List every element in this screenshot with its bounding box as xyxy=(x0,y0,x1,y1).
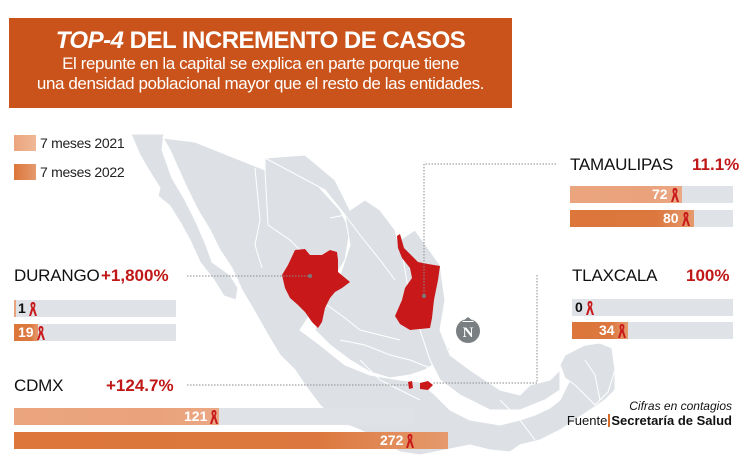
source-label: Fuente xyxy=(566,413,608,428)
tamaulipas-change: 11.1% xyxy=(692,155,740,174)
tlaxcala-value-2022: 34 xyxy=(599,322,615,338)
tlaxcala-change: 100% xyxy=(686,266,730,285)
source-name: Secretaría de Salud xyxy=(611,413,732,428)
durango-label: DURANGO xyxy=(14,266,100,285)
title-rest: DEL INCREMENTO DE CASOS xyxy=(129,27,466,54)
ribbon-icon xyxy=(585,300,594,315)
ribbon-icon xyxy=(36,325,45,340)
ribbon-icon xyxy=(681,211,690,226)
cdmx-value-2022: 272 xyxy=(380,432,404,448)
cdmx-change: +124.7% xyxy=(106,376,174,395)
ribbon-icon xyxy=(617,323,626,338)
subtitle-line-2: una densidad poblacional mayor que el re… xyxy=(36,74,485,93)
legend-label-2022: 7 meses 2022 xyxy=(40,164,125,180)
cdmx-bar-2022: 272 xyxy=(14,432,448,449)
units-note: Cifras en contagios xyxy=(629,399,732,413)
cdmx-label: CDMX xyxy=(14,376,64,395)
tlaxcala-bar-2022: 34 xyxy=(572,322,733,339)
legend-label-2021: 7 meses 2021 xyxy=(40,135,125,151)
tamaulipas-value-2022: 80 xyxy=(663,210,679,226)
legend-swatch-2021 xyxy=(14,135,36,151)
legend-item-2021: 7 meses 2021 xyxy=(14,135,125,151)
tamaulipas-bar-2022: 80 xyxy=(570,210,733,227)
source-line: Fuente Secretaría de Salud xyxy=(567,413,732,428)
legend-swatch-2022 xyxy=(14,164,36,180)
legend-item-2022: 7 meses 2022 xyxy=(14,164,125,180)
tamaulipas-bar-2021: 72 xyxy=(570,186,733,203)
subtitle-line-1: El repunte en la capital se explica en p… xyxy=(62,54,459,73)
cdmx-value-2021: 121 xyxy=(184,408,208,424)
north-compass-icon: N xyxy=(456,316,480,343)
durango-bar-2022: 19 xyxy=(14,324,176,341)
ribbon-icon xyxy=(670,187,679,202)
tlaxcala-label: TLAXCALA xyxy=(572,266,658,285)
page-title: TOP-4 DEL INCREMENTO DE CASOS xyxy=(9,28,512,54)
durango-value-2021: 1 xyxy=(18,300,26,316)
ribbon-icon xyxy=(210,409,219,424)
svg-text:N: N xyxy=(463,325,474,341)
ribbon-icon xyxy=(28,301,37,316)
tlaxcala-value-2021: 0 xyxy=(575,299,583,315)
tamaulipas-label: TAMAULIPAS xyxy=(570,155,674,174)
source-separator xyxy=(608,414,611,427)
tamaulipas-value-2021: 72 xyxy=(652,186,668,202)
cdmx-bar-2021: 121 xyxy=(14,408,414,425)
highlighted-states xyxy=(282,234,440,390)
durango-bar-2021: 1 xyxy=(14,300,176,317)
ribbon-icon xyxy=(406,433,415,448)
tlaxcala-bar-2021: 0 xyxy=(572,299,733,316)
header-banner: TOP-4 DEL INCREMENTO DE CASOS El repunte… xyxy=(9,18,512,108)
title-emphasis: TOP-4 xyxy=(55,27,124,54)
source-block: Cifras en contagios Fuente Secretaría de … xyxy=(567,399,732,428)
durango-change: +1,800% xyxy=(101,266,169,285)
durango-value-2022: 19 xyxy=(18,324,34,340)
